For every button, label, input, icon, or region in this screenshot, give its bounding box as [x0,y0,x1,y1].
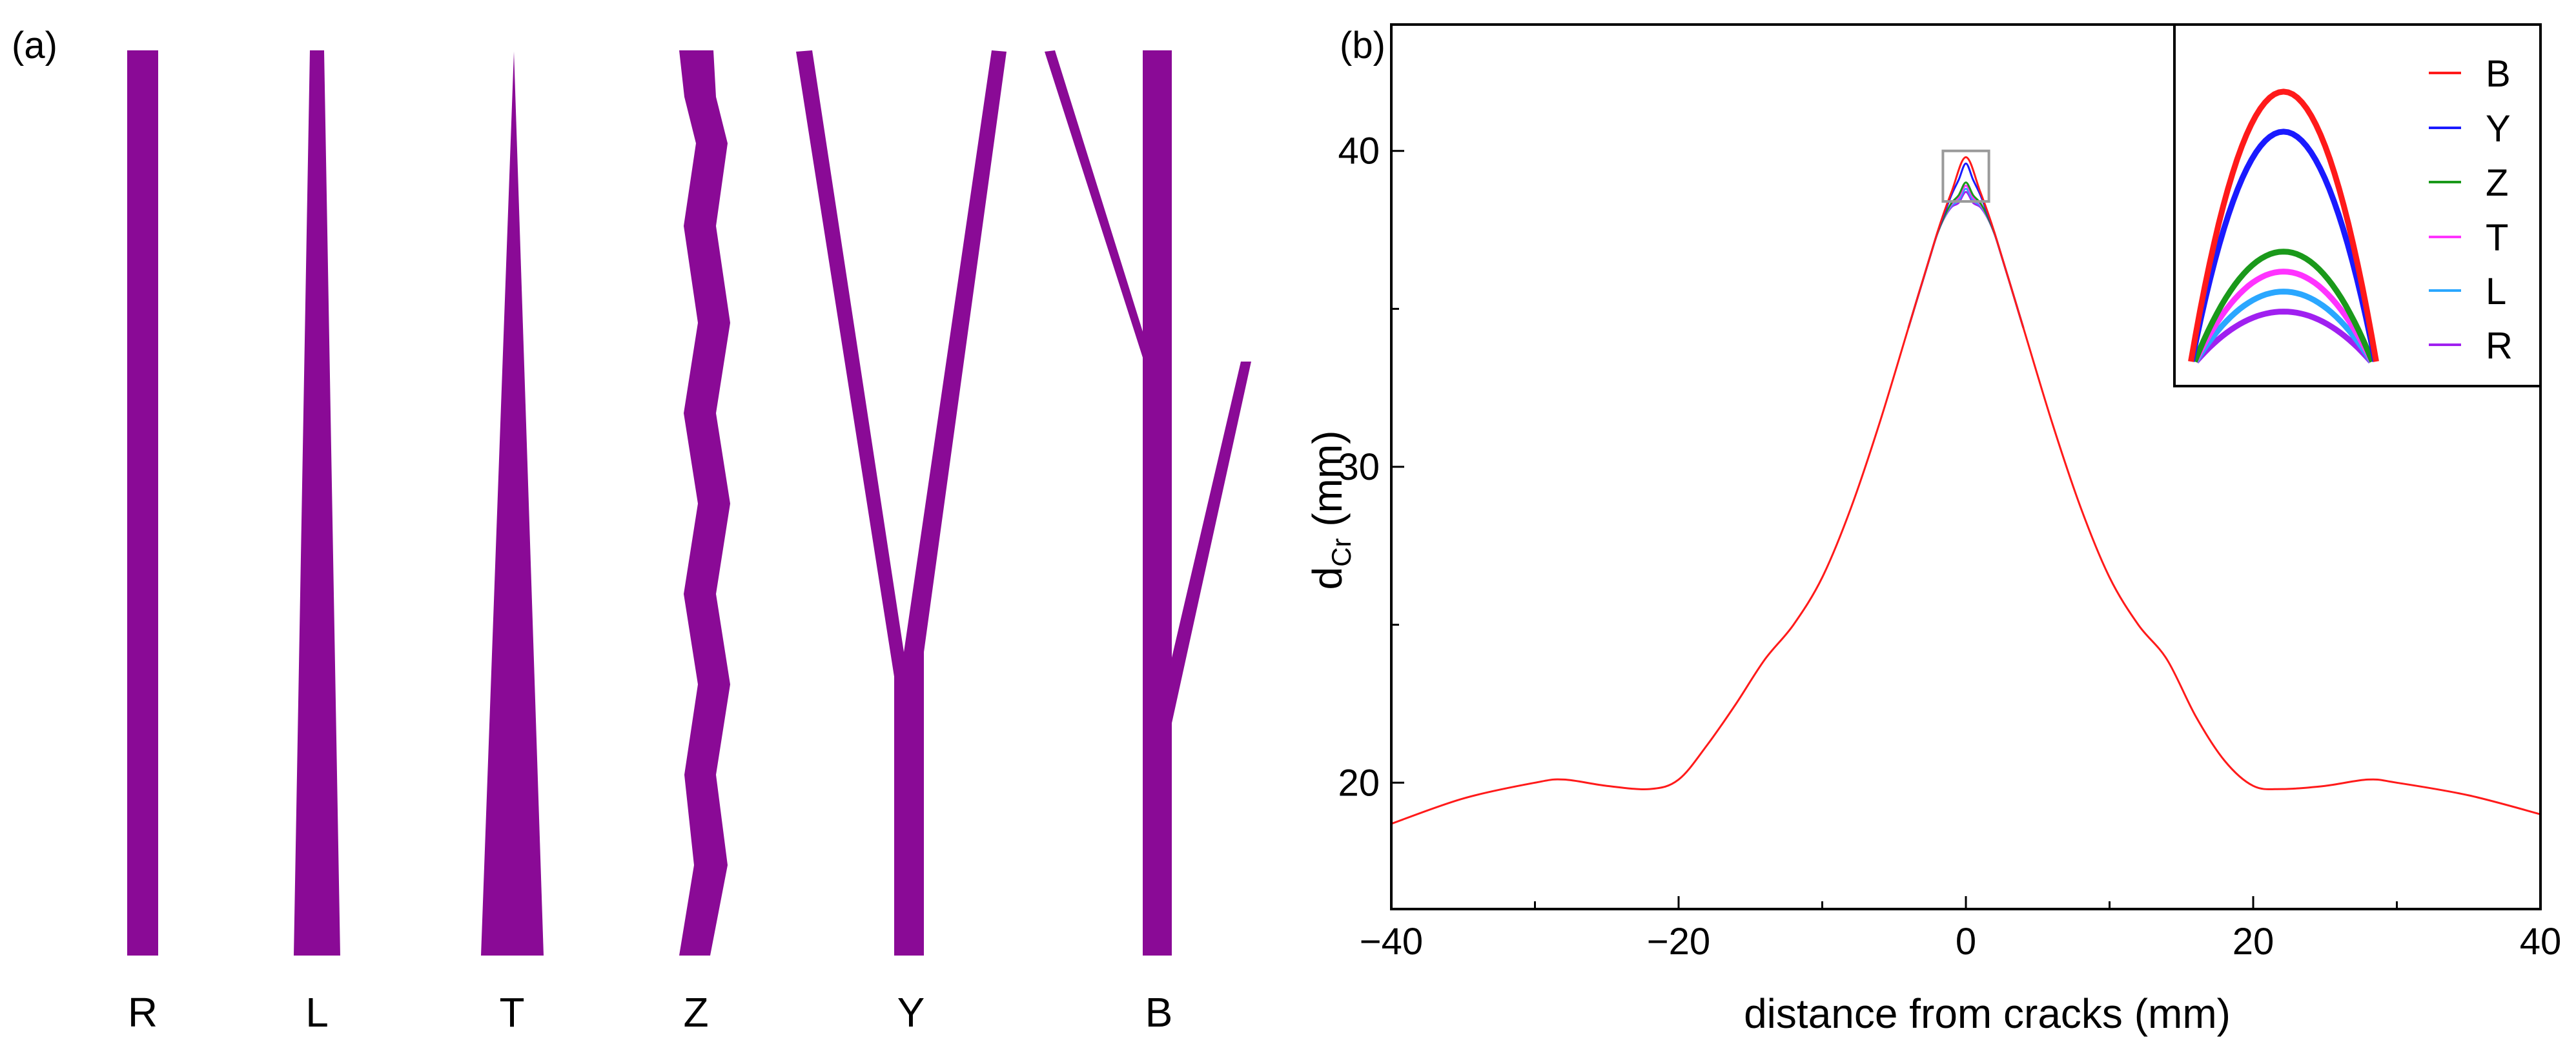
y-axis-title: dCr (mm) [1304,431,1356,590]
y-tick-label: 20 [1338,762,1380,804]
crack-b-upper-branch-shape [1045,50,1144,362]
legend-label-l: L [2486,271,2506,312]
crack-b-main-shape [1143,50,1172,956]
panel-b: (b) dCr (mm) distance from cracks (mm) −… [1304,23,2561,1037]
inset-legend: B Y Z T L [2429,53,2513,367]
x-tick-label: 40 [2520,921,2562,963]
inset-curve-r [2194,309,2373,364]
inset-curve-b [2188,88,2379,362]
crack-r-shape [127,50,158,956]
legend-item-t: T [2429,217,2508,259]
inset-curves [2188,88,2379,364]
x-tick-label: 20 [2233,921,2274,963]
legend-item-r: R [2429,325,2513,367]
legend-label-z: Z [2486,162,2508,204]
crack-label: R [128,989,158,1036]
legend-item-y: Y [2429,108,2511,150]
crack-t-shape [481,52,544,956]
plot-frame [1390,23,2542,910]
legend-label-t: T [2486,217,2508,259]
crack-y-shape [796,50,1007,956]
inset: B Y Z T L [2173,23,2542,387]
panel-a-label: (a) [12,25,57,67]
legend-label-y: Y [2486,108,2511,150]
crack-label: T [499,989,524,1036]
crack-label: Y [897,989,925,1036]
legend-item-l: L [2429,271,2506,312]
y-axis-title-unit: (mm) [1304,431,1351,538]
y-axis-title-sub: Cr [1326,538,1356,567]
crack-b-lower-branch-shape [1169,362,1251,723]
series-line-z [1907,181,2025,329]
y-tick-label: 30 [1338,446,1380,488]
crack-label: L [305,989,329,1036]
series-line-l [1907,187,2025,329]
legend-item-b: B [2429,53,2511,95]
crack-label: Z [683,989,708,1036]
inset-curve-z [2192,249,2375,363]
panel-b-label: (b) [1340,25,1385,67]
x-tick-label: −20 [1647,921,1710,963]
plot-area: −40 −20 0 20 40 20 30 40 [1338,130,2561,963]
inset-curve-y [2189,128,2378,362]
crack-label: B [1145,989,1173,1036]
legend-label-b: B [2486,53,2511,95]
legend-label-r: R [2486,325,2513,367]
y-tick-label: 40 [1338,130,1380,172]
inset-curve-l [2193,289,2374,363]
x-tick-label: 0 [1956,921,1976,963]
series-line-t [1907,184,2025,329]
crack-l-shape [294,50,340,956]
x-tick-label: −40 [1360,921,1423,963]
inset-curve-t [2193,269,2375,363]
x-axis-title: distance from cracks (mm) [1744,990,2231,1037]
series-line-r [1907,190,2025,329]
legend-item-z: Z [2429,162,2508,204]
panel-a: (a) R L T Z Y B [12,25,1251,1036]
y-axis-title-main: d [1304,567,1351,590]
crack-z-shape [679,50,730,956]
zoom-box [1941,149,1990,203]
